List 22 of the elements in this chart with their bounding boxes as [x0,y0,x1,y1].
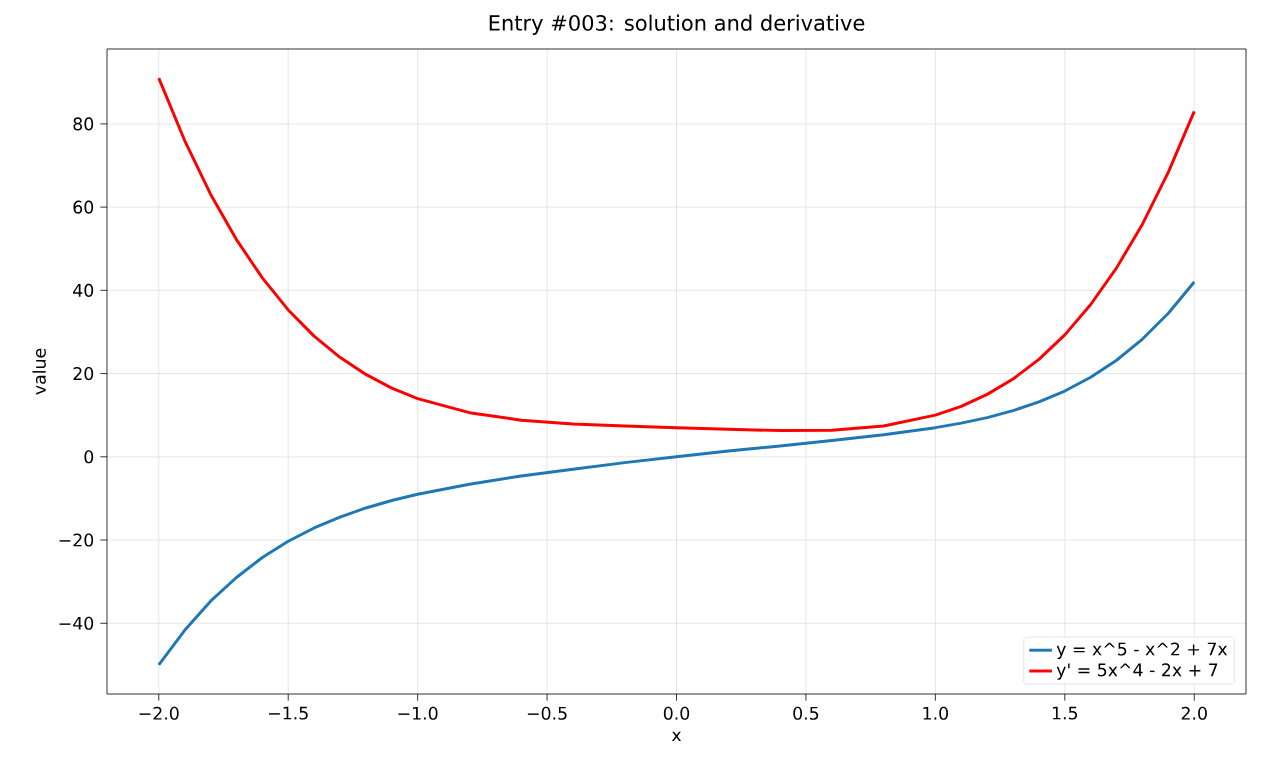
y-axis-title: value [32,348,46,395]
x-tick-label: 2.0 [1181,706,1207,720]
x-axis-title: x [671,731,682,742]
y-tick-label: 20 [73,367,94,381]
x-tick-label: 1.0 [923,706,948,720]
y-tick-label: 40 [73,283,94,297]
x-tick-label: 1.5 [1052,706,1078,720]
legend-label: y' = 5x^4 - 2x + 7 [1056,663,1218,680]
x-tick-label: 0.0 [663,706,690,720]
y-tick-label: 60 [73,200,94,214]
y-tick-label: 80 [73,117,94,131]
x-tick-label: −1.5 [269,706,308,720]
chart-title: Entry #003: solution and derivative [489,14,865,35]
y-tick-label: −20 [59,533,94,547]
line-series [157,76,1196,433]
x-tick-label: −1.0 [398,706,438,720]
x-tick-label: 0.5 [793,706,819,720]
y-tick-label: 0 [84,450,94,464]
y-tick-label: −40 [59,616,94,630]
legend-label: y = x^5 - x^2 + 7x [1056,642,1228,659]
x-tick-label: −2.0 [139,706,179,720]
x-tick-label: −0.5 [527,706,567,720]
